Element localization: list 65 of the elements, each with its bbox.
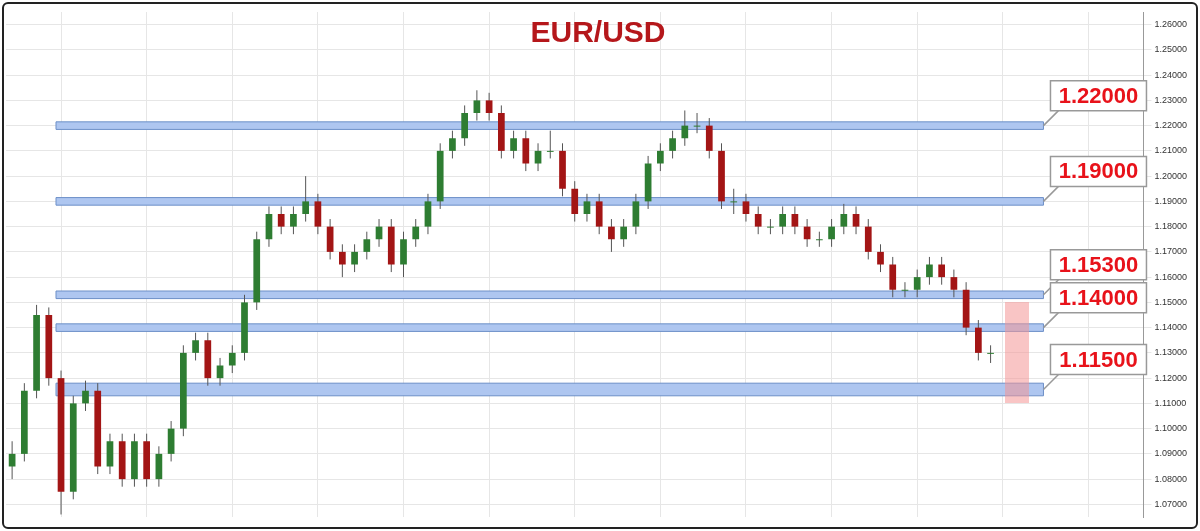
candlestick [228, 344, 236, 374]
y-tick-label: 1.20000 [1154, 170, 1188, 181]
candlestick [754, 205, 762, 235]
candlestick [840, 203, 848, 235]
y-tick-label: 1.13000 [1154, 347, 1188, 358]
candlestick [510, 130, 517, 159]
candlestick [681, 109, 689, 147]
candlestick [815, 231, 823, 248]
candlestick [192, 332, 199, 361]
y-tick-label: 1.21000 [1154, 145, 1188, 156]
band-label: 1.14000 [1058, 284, 1139, 310]
y-tick-label: 1.16000 [1154, 271, 1188, 282]
candlestick [277, 205, 285, 235]
y-tick-label: 1.25000 [1154, 44, 1188, 55]
y-tick-label: 1.14000 [1154, 322, 1188, 333]
candlestick [534, 142, 542, 172]
band-label: 1.22000 [1058, 82, 1139, 108]
candlestick [987, 344, 994, 364]
y-tick-label: 1.10000 [1154, 423, 1188, 434]
y-tick-label: 1.11000 [1154, 397, 1187, 408]
candlestick [877, 243, 884, 273]
y-tick-label: 1.18000 [1154, 221, 1188, 232]
candlestick [669, 130, 676, 159]
candlestick [656, 142, 664, 172]
candlestick [449, 130, 456, 159]
candlestick [302, 175, 310, 223]
y-tick-label: 1.17000 [1154, 246, 1188, 257]
candlestick [608, 218, 615, 253]
y-tick-label: 1.26000 [1154, 19, 1188, 30]
candlestick [338, 243, 346, 278]
candlestick [290, 205, 297, 235]
band-label: 1.11500 [1059, 346, 1138, 372]
candlestick [852, 205, 860, 235]
y-tick-label: 1.12000 [1154, 372, 1188, 383]
candlestick [485, 92, 493, 122]
candlestick [583, 193, 591, 223]
y-tick-label: 1.24000 [1154, 69, 1188, 80]
band-label: 1.15300 [1058, 251, 1139, 277]
candlestick [926, 256, 933, 286]
candlestick [82, 380, 89, 412]
candlestick [828, 218, 835, 248]
candlestick [412, 218, 420, 248]
band-label: 1.19000 [1058, 158, 1139, 184]
candlestick [913, 269, 921, 298]
y-tick-label: 1.23000 [1154, 94, 1188, 105]
candlestick [363, 231, 371, 260]
candlestick [8, 440, 16, 480]
y-tick-label: 1.09000 [1154, 448, 1188, 459]
y-tick-label: 1.19000 [1154, 195, 1188, 206]
candlestick [950, 269, 958, 298]
y-tick-label: 1.15000 [1154, 296, 1188, 307]
candlestick [620, 218, 628, 248]
y-tick-label: 1.07000 [1154, 498, 1188, 509]
candlestick [938, 256, 946, 286]
candlestick [546, 130, 554, 159]
candlestick [779, 205, 787, 235]
chart-title: EUR/USD [530, 15, 666, 49]
candlestick [351, 243, 358, 273]
y-tick-label: 1.22000 [1154, 120, 1188, 131]
candlestick [742, 193, 750, 223]
candlestick [473, 89, 481, 122]
candlestick [767, 218, 774, 235]
candlestick [730, 188, 738, 215]
y-tick-label: 1.08000 [1154, 473, 1188, 484]
candlestick [791, 205, 799, 235]
